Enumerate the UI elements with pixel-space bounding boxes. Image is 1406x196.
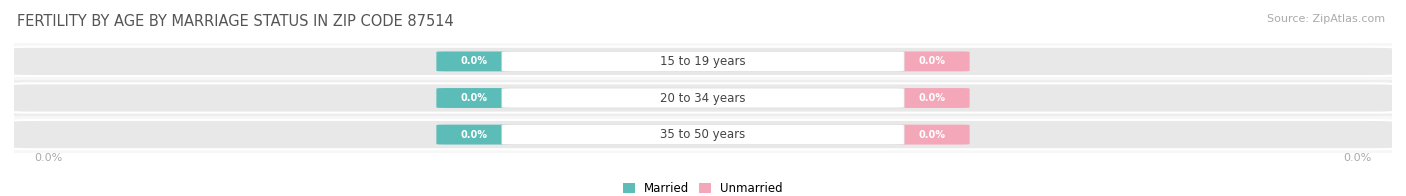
Text: 0.0%: 0.0% xyxy=(918,130,946,140)
FancyBboxPatch shape xyxy=(894,52,970,71)
FancyBboxPatch shape xyxy=(502,125,904,144)
Text: Source: ZipAtlas.com: Source: ZipAtlas.com xyxy=(1267,14,1385,24)
FancyBboxPatch shape xyxy=(7,120,1399,149)
Text: 0.0%: 0.0% xyxy=(460,93,488,103)
FancyBboxPatch shape xyxy=(894,125,970,144)
Bar xyxy=(14,116,1392,153)
FancyBboxPatch shape xyxy=(436,88,512,108)
FancyBboxPatch shape xyxy=(894,88,970,108)
Text: FERTILITY BY AGE BY MARRIAGE STATUS IN ZIP CODE 87514: FERTILITY BY AGE BY MARRIAGE STATUS IN Z… xyxy=(17,14,454,29)
Text: 35 to 50 years: 35 to 50 years xyxy=(661,128,745,141)
FancyBboxPatch shape xyxy=(7,47,1399,76)
Legend: Married, Unmarried: Married, Unmarried xyxy=(619,177,787,196)
Bar xyxy=(14,43,1392,80)
Text: 0.0%: 0.0% xyxy=(460,130,488,140)
FancyBboxPatch shape xyxy=(502,52,904,71)
Text: 0.0%: 0.0% xyxy=(1343,153,1371,163)
FancyBboxPatch shape xyxy=(7,83,1399,113)
FancyBboxPatch shape xyxy=(436,52,512,71)
FancyBboxPatch shape xyxy=(502,88,904,108)
Text: 0.0%: 0.0% xyxy=(918,56,946,66)
Text: 15 to 19 years: 15 to 19 years xyxy=(661,55,745,68)
Bar xyxy=(14,80,1392,116)
Text: 0.0%: 0.0% xyxy=(918,93,946,103)
Text: 0.0%: 0.0% xyxy=(460,56,488,66)
Text: 0.0%: 0.0% xyxy=(35,153,63,163)
Text: 20 to 34 years: 20 to 34 years xyxy=(661,92,745,104)
FancyBboxPatch shape xyxy=(436,125,512,144)
